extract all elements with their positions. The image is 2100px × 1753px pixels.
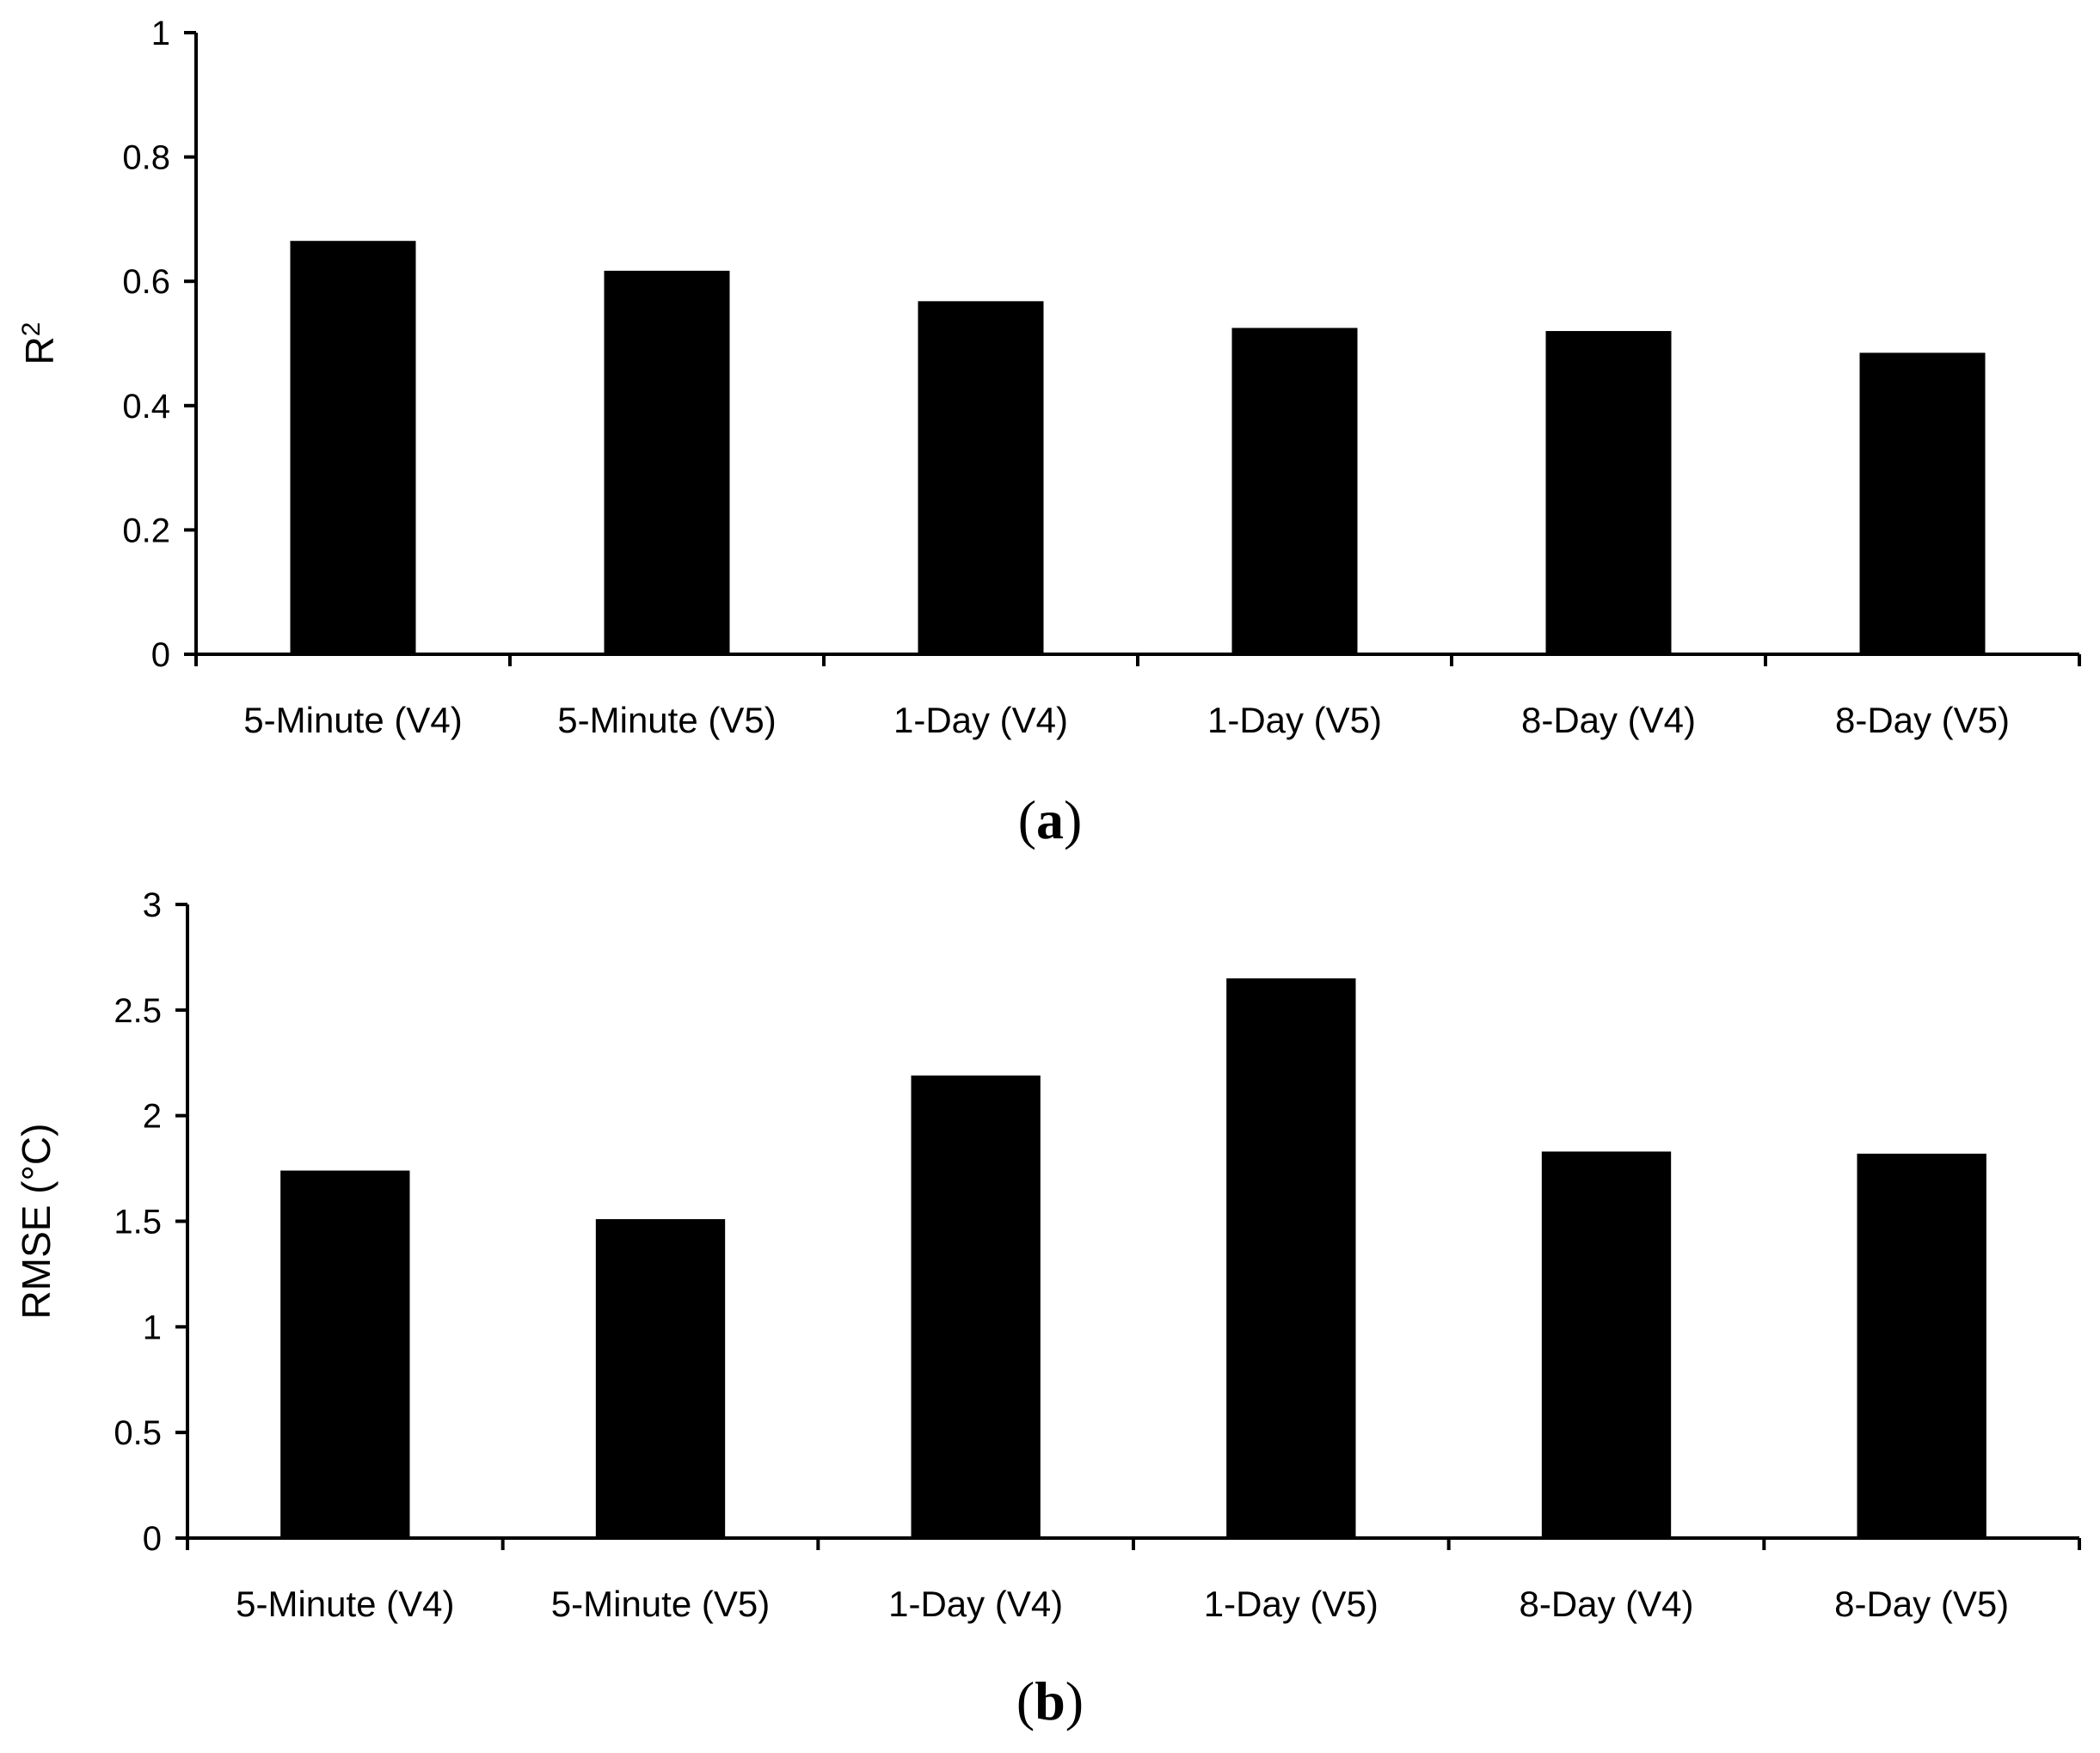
- panel-b-category-label: 5-Minute (V5): [551, 1584, 770, 1624]
- panel-a-category-label: 1-Day (V5): [1207, 700, 1382, 740]
- panel-a-y-tick-label: 0: [151, 636, 170, 674]
- panel-a-bar: [1231, 328, 1358, 654]
- panel-a-category-label: 1-Day (V4): [893, 700, 1068, 740]
- panel-a-label: (a): [1018, 789, 1083, 850]
- panel-b-label: (b): [1016, 1670, 1084, 1732]
- panel-b-category-label: 5-Minute (V4): [236, 1584, 454, 1624]
- panel-b-y-tick-label: 0.5: [114, 1414, 162, 1452]
- panel-b-y-tick-label: 2: [143, 1098, 162, 1136]
- panel-a-y-tick-label: 0.6: [122, 263, 170, 301]
- panel-b-category-label: 1-Day (V5): [1204, 1584, 1379, 1624]
- chart-panel-b: 0 0.5 1 1.5 2 2.5 3 5-Minute (V4) 5-Minute (V5) 1…: [14, 886, 2081, 1732]
- panel-a-category-label: 8-Day (V5): [1835, 700, 2010, 740]
- panel-a-y-axis-title-superscript: 2: [17, 322, 46, 337]
- panel-a-y-tick-label: 0.4: [122, 388, 170, 426]
- chart-panel-a: 0 0.2 0.4 0.6 0.8 1 5-Minute (V4) 5-Minute (V5)…: [17, 15, 2081, 850]
- panel-b-bar: [1226, 978, 1356, 1538]
- panel-b-y-tick-label: 1: [143, 1309, 162, 1346]
- panel-a-bar: [290, 241, 416, 654]
- panel-b-y-tick-label: 2.5: [114, 992, 162, 1030]
- panel-a-bar: [604, 270, 730, 654]
- panel-a-bar: [1859, 352, 1986, 654]
- panel-a-category-label: 8-Day (V4): [1521, 700, 1696, 740]
- panel-a-y-tick-label: 1: [151, 15, 170, 52]
- panel-a-bar: [1545, 331, 1672, 654]
- panel-a-y-tick-label: 0.2: [122, 512, 170, 549]
- panel-b-category-label: 1-Day (V4): [888, 1584, 1063, 1624]
- panel-b-bar: [280, 1170, 410, 1538]
- panel-b-bar: [1541, 1151, 1672, 1538]
- panel-b-category-label: 8-Day (V5): [1834, 1584, 2009, 1624]
- panel-a-y-tick-label: 0.8: [122, 139, 170, 177]
- panel-b-bar: [911, 1075, 1041, 1538]
- panel-a-category-label: 5-Minute (V4): [243, 700, 462, 740]
- panel-a-y-axis-title: R2: [17, 322, 62, 365]
- panel-b-bar: [595, 1219, 726, 1538]
- panel-b-y-axis-title: RMSE (°C): [14, 1124, 58, 1320]
- panel-b-category-label: 8-Day (V4): [1519, 1584, 1693, 1624]
- panel-b-y-tick-label: 3: [143, 886, 162, 924]
- panel-b-y-tick-label: 0: [143, 1520, 162, 1558]
- panel-a-category-label: 5-Minute (V5): [557, 700, 776, 740]
- panel-b-bar: [1857, 1153, 1986, 1538]
- panel-b-y-tick-label: 1.5: [114, 1204, 162, 1241]
- panel-a-bar: [918, 301, 1044, 654]
